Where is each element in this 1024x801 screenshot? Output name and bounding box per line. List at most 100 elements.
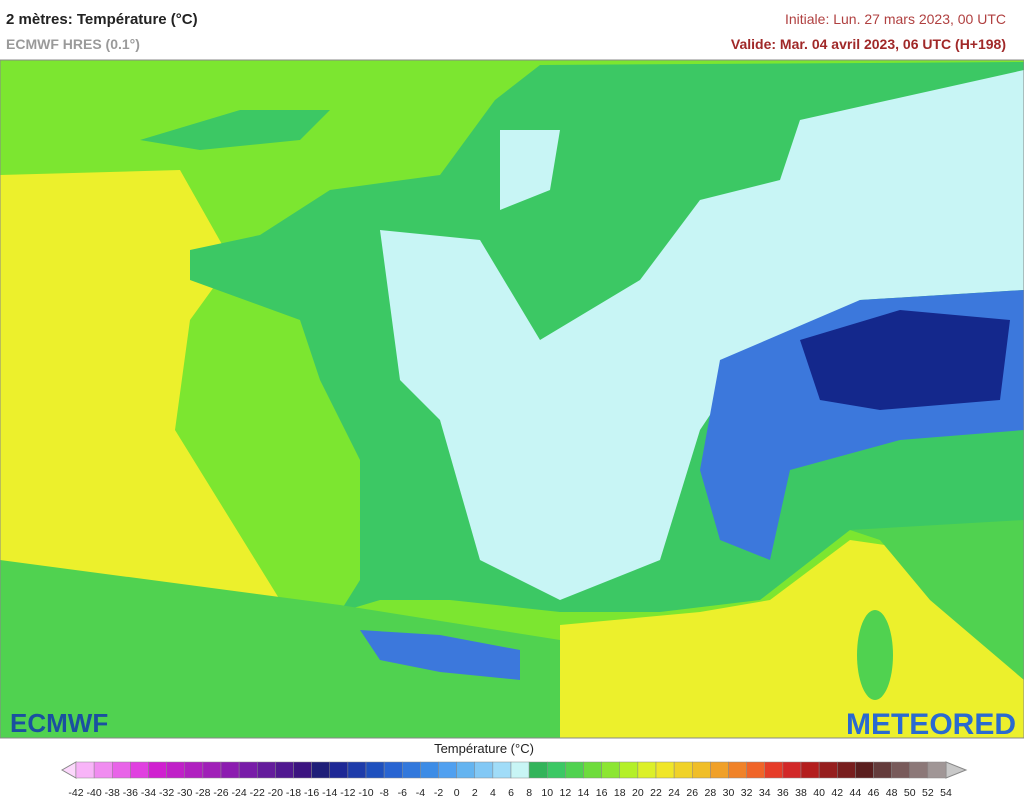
colorbar-over <box>945 761 968 779</box>
colorbar-label: 34 <box>759 787 771 799</box>
iberia <box>0 560 560 738</box>
colorbar-box <box>528 761 548 779</box>
colorbar-label: -32 <box>159 787 174 799</box>
colorbar-label: -6 <box>398 787 407 799</box>
colorbar-label: -12 <box>340 787 355 799</box>
colorbar-box <box>909 761 929 779</box>
colorbar-label: 36 <box>777 787 789 799</box>
colorbar-box <box>710 761 729 779</box>
colorbar-box <box>112 761 131 779</box>
colorbar-box <box>728 761 747 779</box>
colorbar-box <box>673 761 693 779</box>
colorbar-label: 48 <box>886 787 898 799</box>
subtitle: ECMWF HRES (0.1°) <box>6 36 140 52</box>
colorbar-box <box>818 761 838 779</box>
colorbar-label: 8 <box>526 787 532 799</box>
colorbar-label: 40 <box>813 787 825 799</box>
meteored-logo: METEORED <box>846 708 1016 741</box>
colorbar-label: 22 <box>650 787 662 799</box>
colorbar-box <box>202 761 222 779</box>
colorbar-label: 28 <box>705 787 717 799</box>
init-time: Initiale: Lun. 27 mars 2023, 00 UTC <box>785 11 1006 27</box>
colorbar-label: 20 <box>632 787 644 799</box>
colorbar-label: 26 <box>686 787 698 799</box>
colorbar-label: -26 <box>213 787 228 799</box>
colorbar-label: 4 <box>490 787 496 799</box>
colorbar-box <box>329 761 349 779</box>
colorbar-label: 18 <box>614 787 626 799</box>
colorbar-label: -20 <box>268 787 283 799</box>
colorbar-box <box>166 761 185 779</box>
colorbar-box <box>837 761 856 779</box>
colorbar-label: -18 <box>286 787 301 799</box>
colorbar-label: 38 <box>795 787 807 799</box>
pyrenees <box>360 630 520 680</box>
colorbar-box <box>692 761 711 779</box>
colorbar-label: -38 <box>105 787 120 799</box>
colorbar-box <box>365 761 385 779</box>
colorbar-box <box>746 761 765 779</box>
colorbar-box <box>637 761 657 779</box>
colorbar-box <box>800 761 820 779</box>
colorbar-label: 46 <box>868 787 880 799</box>
colorbar-box <box>383 761 403 779</box>
colorbar-box <box>474 761 494 779</box>
colorbar-label: -36 <box>123 787 138 799</box>
colorbar-box <box>456 761 475 779</box>
colorbar-box <box>927 761 947 779</box>
colorbar-label: 32 <box>741 787 753 799</box>
colorbar-box <box>75 761 95 779</box>
colorbar-label: -22 <box>250 787 265 799</box>
colorbar-label: 44 <box>850 787 862 799</box>
map <box>0 59 1024 739</box>
colorbar-label: -34 <box>141 787 156 799</box>
alps-high <box>800 310 1010 410</box>
colorbar-label: -30 <box>177 787 192 799</box>
colorbar-box <box>420 761 439 779</box>
colorbar-box <box>347 761 367 779</box>
ecmwf-logo: ECMWF <box>10 708 108 738</box>
colorbar-label: 42 <box>831 787 843 799</box>
colorbar-under <box>60 761 77 779</box>
colorbar-box <box>402 761 421 779</box>
valid-time: Valide: Mar. 04 avril 2023, 06 UTC (H+19… <box>731 36 1006 52</box>
colorbar-label: -40 <box>87 787 102 799</box>
corsica <box>857 610 893 700</box>
colorbar-label: 0 <box>454 787 460 799</box>
colorbar-box <box>891 761 910 779</box>
colorbar-box <box>547 761 566 779</box>
mediterranean <box>560 540 1024 738</box>
map-frame <box>0 59 1024 739</box>
colorbar-label: 30 <box>723 787 735 799</box>
cold-area <box>500 130 560 210</box>
colorbar-box <box>257 761 276 779</box>
colorbar-box <box>764 761 784 779</box>
colorbar-label: 50 <box>904 787 916 799</box>
colorbar-box <box>619 761 639 779</box>
colorbar-label: 2 <box>472 787 478 799</box>
colorbar-label: -14 <box>322 787 337 799</box>
colorbar-label: -42 <box>68 787 83 799</box>
colorbar-box <box>782 761 802 779</box>
title: 2 mètres: Température (°C) <box>6 11 198 28</box>
colorbar-box <box>601 761 620 779</box>
colorbar-box <box>873 761 892 779</box>
colorbar-box <box>855 761 874 779</box>
colorbar-box <box>184 761 204 779</box>
colorbar-box <box>220 761 240 779</box>
colorbar-box <box>655 761 675 779</box>
colorbar-label: 52 <box>922 787 934 799</box>
colorbar-label: -2 <box>434 787 443 799</box>
colorbar-label: 14 <box>578 787 590 799</box>
colorbar-box <box>275 761 294 779</box>
colorbar-box <box>93 761 113 779</box>
colorbar-box <box>510 761 530 779</box>
colorbar-label: -8 <box>379 787 388 799</box>
colorbar-label: -28 <box>195 787 210 799</box>
colorbar-label: 6 <box>508 787 514 799</box>
colorbar-box <box>583 761 602 779</box>
colorbar-title: Température (°C) <box>434 741 534 756</box>
england <box>140 110 330 150</box>
cold-area <box>380 70 1024 600</box>
